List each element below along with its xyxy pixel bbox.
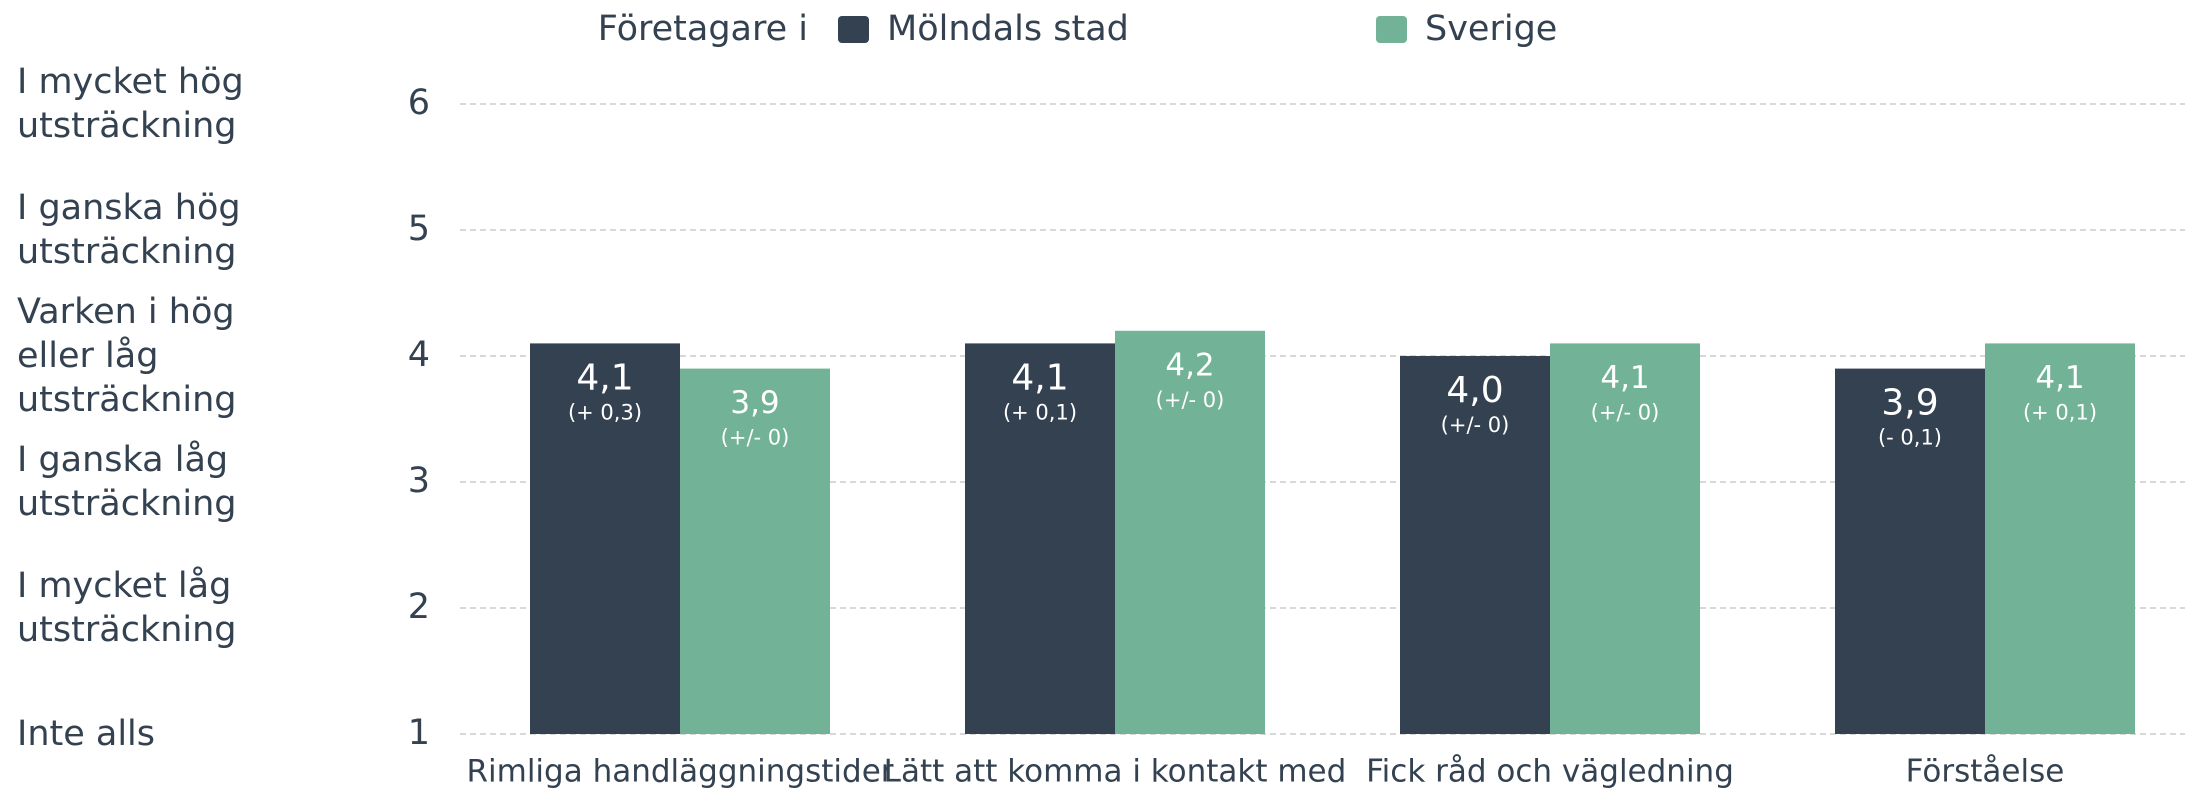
value-label: 4,0 [1446,370,1503,411]
x-tick-label: Fick råd och vägledning [1366,754,1734,790]
change-label: (+ 0,1) [1003,400,1077,424]
y-tick-label: 2 [408,587,430,627]
y-tick-label: 4 [408,335,430,375]
change-label: (+/- 0) [1156,388,1225,412]
y-tick-description: I mycket hög utsträckning [17,62,244,146]
y-tick-description: I ganska låg utsträckning [17,440,237,524]
change-label: (+/- 0) [1591,400,1660,424]
y-tick-label: 1 [408,713,430,753]
value-label: 4,1 [2035,360,2084,396]
x-tick-label: Lätt att komma i kontakt med [884,754,1347,790]
bar [530,343,680,734]
bar [1400,356,1550,734]
value-label: 4,2 [1165,347,1214,383]
value-label: 3,9 [730,385,779,421]
bar [965,343,1115,734]
legend-swatch [838,16,869,43]
y-tick-description: Varken i hög eller låg utsträckning [17,292,237,420]
y-tick-label: 3 [408,461,430,501]
value-label: 4,1 [1011,357,1068,398]
y-tick-description: I mycket låg utsträckning [17,566,237,650]
legend-title: Företagare i [598,9,808,49]
bar [1985,343,2135,734]
change-label: (+/- 0) [721,426,790,450]
bar [680,368,830,734]
value-label: 4,1 [576,357,633,398]
change-label: (- 0,1) [1878,426,1942,450]
change-label: (+/- 0) [1441,413,1510,437]
value-label: 4,1 [1600,360,1649,396]
bar [1550,343,1700,734]
y-tick-description: Inte alls [17,714,156,754]
bar [1835,368,1985,734]
legend-label: Mölndals stad [887,9,1129,49]
y-tick-label: 5 [408,209,430,249]
change-label: (+ 0,1) [2023,400,2097,424]
y-tick-label: 6 [408,83,430,123]
x-tick-label: Rimliga handläggningstider [466,754,893,790]
legend-label: Sverige [1425,9,1557,49]
value-label: 3,9 [1881,383,1938,424]
y-tick-description: I ganska hög utsträckning [17,188,241,272]
x-tick-label: Förståelse [1906,754,2065,790]
legend-swatch [1376,16,1407,43]
change-label: (+ 0,3) [568,400,642,424]
bar [1115,330,1265,734]
